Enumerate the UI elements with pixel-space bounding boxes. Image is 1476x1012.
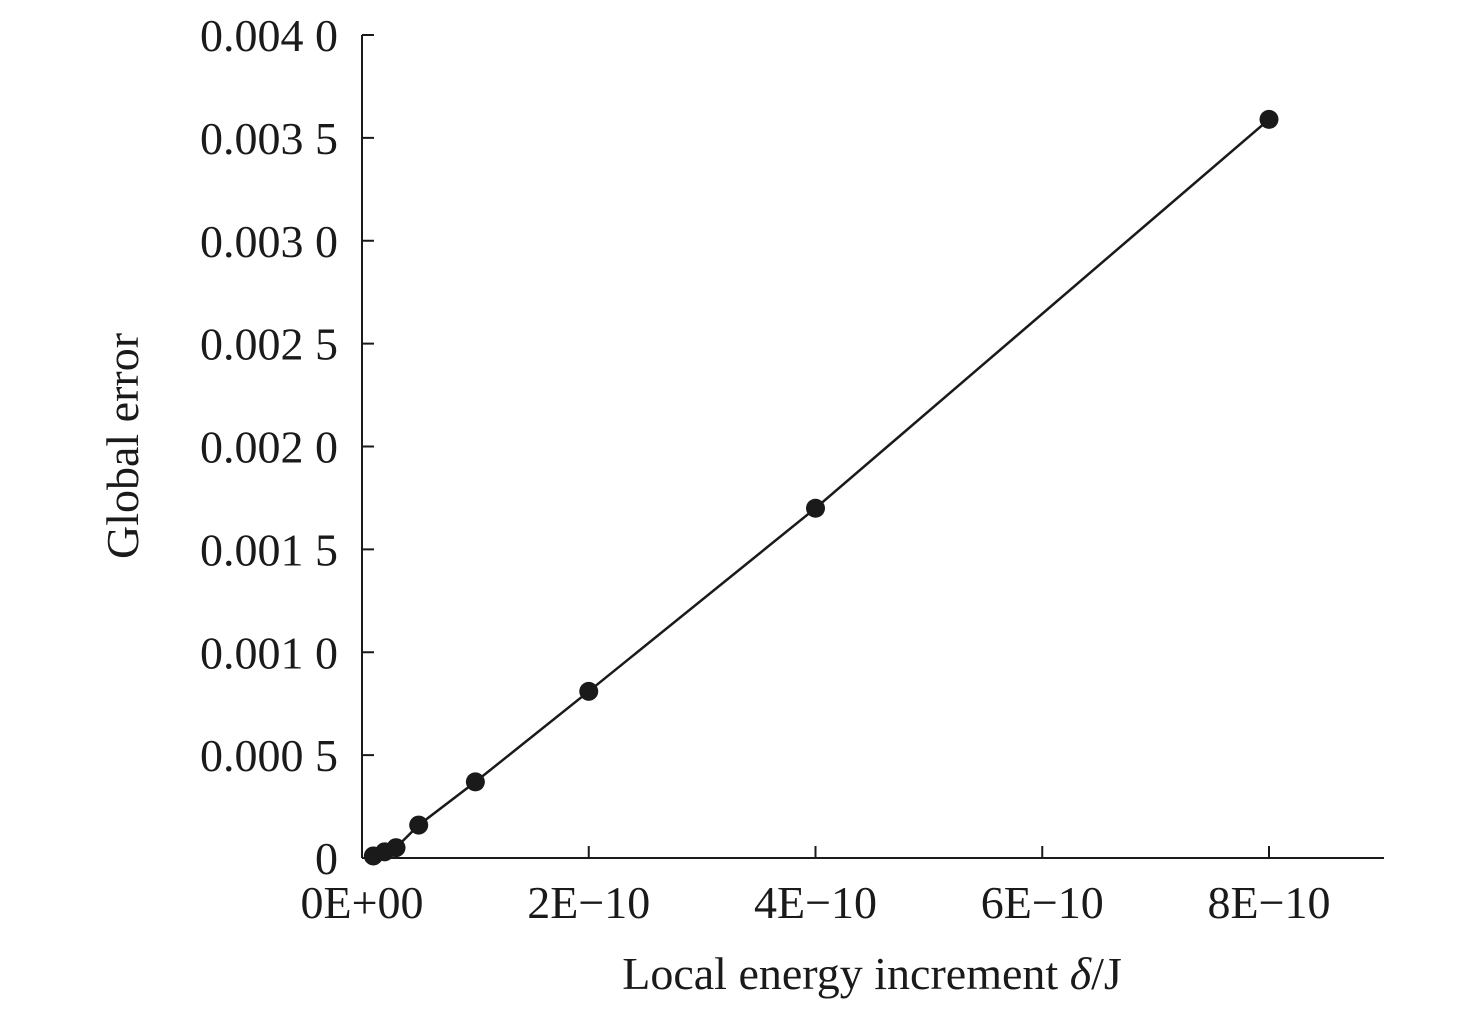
y-tick-label: 0.002 5: [200, 319, 338, 370]
y-tick-label: 0.002 0: [200, 422, 338, 473]
y-tick-label: 0.001 5: [200, 524, 338, 575]
y-tick-label: 0.003 5: [200, 113, 338, 164]
x-tick-label: 4E−10: [754, 877, 877, 928]
x-axis-title-unit: /J: [1091, 948, 1122, 999]
y-axis-title: Global error: [97, 333, 148, 559]
data-points: [363, 109, 1279, 866]
y-tick-label: 0.001 0: [200, 627, 338, 678]
series-line: [372, 118, 1270, 858]
x-tick-label: 2E−10: [527, 877, 650, 928]
x-ticks: 0E+00 2E−10 4E−10 6E−10 8E−10: [300, 846, 1331, 928]
data-point: [386, 838, 406, 858]
x-axis-title-text: Local energy increment: [622, 948, 1069, 999]
y-tick-label: 0.000 5: [200, 730, 338, 781]
series-line-group: [372, 118, 1270, 858]
axes: [361, 35, 1384, 859]
data-point: [465, 772, 485, 792]
data-point: [806, 498, 825, 518]
data-point: [409, 815, 429, 835]
x-tick-label: 0E+00: [300, 877, 423, 928]
data-point: [579, 681, 599, 701]
x-tick-label: 8E−10: [1207, 877, 1330, 928]
x-axis-title-symbol: δ: [1070, 948, 1092, 999]
y-tick-label: 0.003 0: [200, 216, 338, 267]
data-point: [1259, 109, 1279, 129]
y-ticks: 0 0.000 5 0.001 0 0.001 5 0.002 0 0.002 5 0.00…: [200, 10, 374, 884]
x-tick-label: 6E−10: [981, 877, 1104, 928]
y-tick-label: 0: [315, 833, 338, 884]
y-tick-label: 0.004 0: [200, 10, 338, 61]
x-axis-title: Local energy increment δ/J: [622, 948, 1122, 999]
